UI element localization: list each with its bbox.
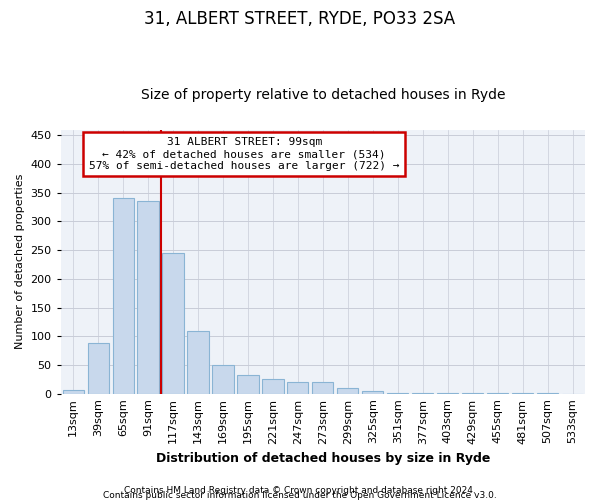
Bar	[113, 198, 134, 394]
Bar	[412, 392, 433, 394]
Bar	[362, 392, 383, 394]
Title: Size of property relative to detached houses in Ryde: Size of property relative to detached ho…	[140, 88, 505, 102]
Bar	[187, 330, 209, 394]
Bar	[212, 365, 233, 394]
Bar	[512, 393, 533, 394]
Bar	[238, 376, 259, 394]
Text: 31 ALBERT STREET: 99sqm
← 42% of detached houses are smaller (534)
57% of semi-d: 31 ALBERT STREET: 99sqm ← 42% of detache…	[89, 138, 400, 170]
Bar	[88, 343, 109, 394]
Text: 31, ALBERT STREET, RYDE, PO33 2SA: 31, ALBERT STREET, RYDE, PO33 2SA	[145, 10, 455, 28]
Text: Contains HM Land Registry data © Crown copyright and database right 2024.: Contains HM Land Registry data © Crown c…	[124, 486, 476, 495]
Bar	[62, 390, 84, 394]
Bar	[312, 382, 334, 394]
Bar	[163, 253, 184, 394]
Y-axis label: Number of detached properties: Number of detached properties	[15, 174, 25, 350]
Bar	[137, 202, 159, 394]
Bar	[287, 382, 308, 394]
Bar	[462, 393, 483, 394]
Bar	[387, 392, 409, 394]
Bar	[437, 392, 458, 394]
Text: Contains public sector information licensed under the Open Government Licence v3: Contains public sector information licen…	[103, 491, 497, 500]
Bar	[262, 380, 284, 394]
Bar	[487, 393, 508, 394]
Bar	[537, 393, 558, 394]
X-axis label: Distribution of detached houses by size in Ryde: Distribution of detached houses by size …	[155, 452, 490, 465]
Bar	[337, 388, 358, 394]
